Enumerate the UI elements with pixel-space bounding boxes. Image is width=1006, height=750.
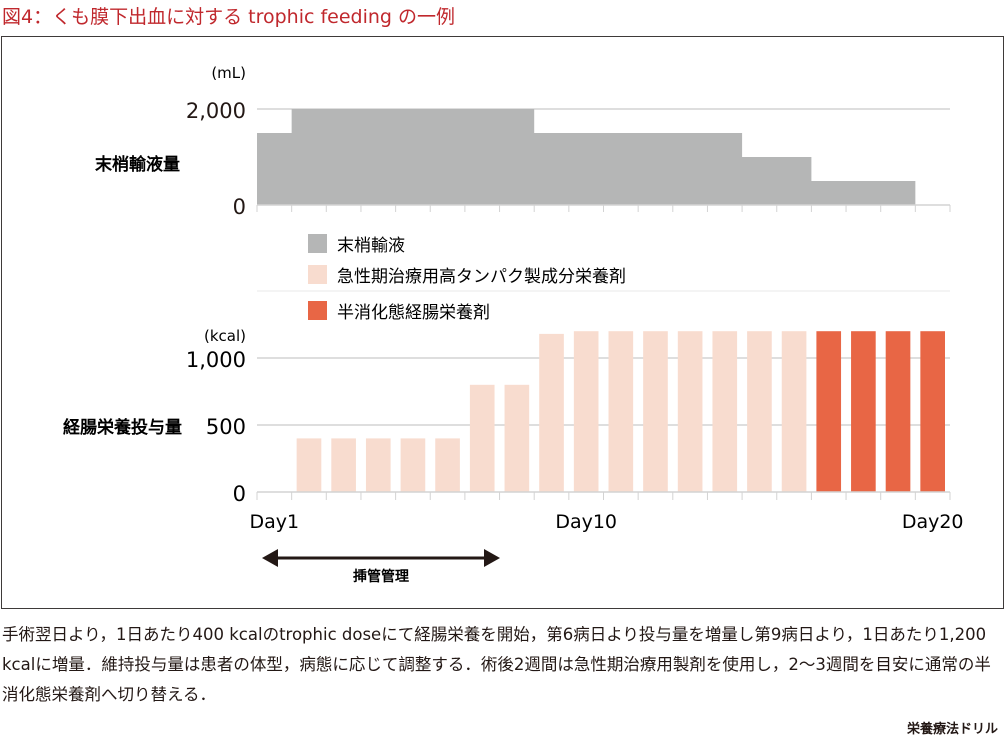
y-tick-label: 2,000 — [186, 99, 246, 123]
y-unit-label: (mL) — [211, 64, 246, 82]
figure-title: 図4：くも膜下出血に対する trophic feeding の一例 — [2, 6, 456, 28]
y-axis-title: 経腸栄養投与量 — [63, 417, 182, 438]
y-unit-label: (kcal) — [204, 327, 246, 345]
bar-day-2 — [296, 438, 322, 492]
bar-day-6 — [435, 438, 460, 492]
y-tick-label: 0 — [233, 482, 246, 506]
bar-day-9 — [539, 333, 564, 492]
legend-swatch — [308, 265, 327, 284]
x-tick-label: Day20 — [902, 511, 964, 533]
y-tick-label: 500 — [206, 415, 246, 439]
legend-label: 急性期治療用高タンパク製成分栄養剤 — [337, 267, 626, 287]
bar-day-3 — [331, 438, 356, 492]
source-label: 栄養療法ドリル — [906, 722, 998, 737]
y-axis-title: 末梢輸液量 — [95, 154, 180, 175]
bar-day-11 — [608, 331, 634, 492]
y-tick-label: 0 — [233, 195, 246, 219]
bar-day-4 — [365, 438, 391, 492]
legend-swatch — [308, 234, 327, 253]
bar-day-13 — [677, 331, 703, 492]
arrow-right-icon — [484, 549, 500, 567]
bar-day-7 — [469, 384, 495, 492]
bar-day-12 — [643, 331, 668, 492]
bar-day-19 — [885, 331, 911, 492]
legend-swatch — [308, 301, 327, 320]
chart-canvas: 0 2,000 (mL) 末梢輸液量末梢輸液急性期治療用高タンパク製成分栄養剤半消化態… — [63, 64, 964, 585]
bar-day-8 — [504, 384, 530, 492]
figure-caption: 手術翌日より，1日あたり400 kcalのtrophic doseにて経腸栄養を… — [2, 625, 991, 704]
x-tick-label: Day1 — [250, 511, 300, 533]
bar-day-20 — [920, 331, 945, 492]
bar-day-18 — [851, 331, 876, 492]
arrow-left-icon — [262, 549, 278, 567]
legend-label: 半消化態経腸栄養剤 — [337, 303, 490, 323]
bar-day-10 — [573, 331, 599, 492]
y-tick-label: 1,000 — [186, 348, 246, 372]
infusion-area — [257, 109, 916, 205]
bar-day-14 — [712, 331, 738, 492]
bar-day-17 — [816, 331, 842, 492]
bar-day-16 — [781, 331, 807, 492]
x-tick-label: Day10 — [555, 511, 617, 533]
bar-day-5 — [400, 438, 426, 492]
figure-frame — [1, 36, 1004, 609]
legend-label: 末梢輸液 — [337, 236, 405, 256]
intubation-label: 挿管管理 — [353, 568, 409, 585]
bar-day-15 — [747, 331, 772, 492]
